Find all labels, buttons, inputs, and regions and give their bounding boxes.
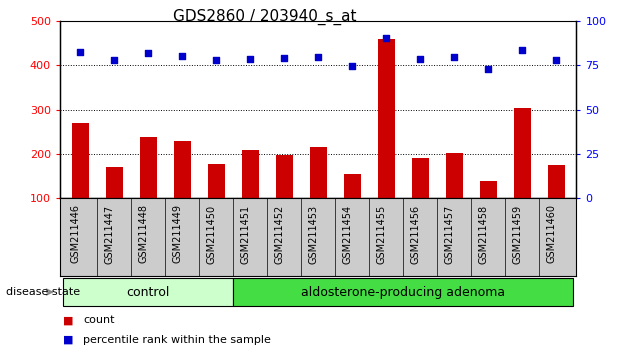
Text: GSM211447: GSM211447 bbox=[104, 205, 114, 264]
Bar bbox=[411, 159, 428, 198]
Bar bbox=[140, 137, 157, 198]
Text: aldosterone-producing adenoma: aldosterone-producing adenoma bbox=[301, 286, 505, 298]
Text: GSM211446: GSM211446 bbox=[70, 205, 80, 263]
Text: GSM211451: GSM211451 bbox=[240, 205, 250, 264]
Text: percentile rank within the sample: percentile rank within the sample bbox=[83, 335, 271, 345]
Text: GSM211457: GSM211457 bbox=[444, 205, 454, 264]
Point bbox=[551, 57, 561, 63]
Text: GSM211452: GSM211452 bbox=[274, 205, 284, 264]
FancyBboxPatch shape bbox=[63, 278, 233, 306]
Text: GSM211453: GSM211453 bbox=[308, 205, 318, 264]
Text: GSM211449: GSM211449 bbox=[172, 205, 182, 263]
Point bbox=[381, 35, 391, 41]
FancyBboxPatch shape bbox=[233, 278, 573, 306]
Text: ■: ■ bbox=[63, 315, 74, 325]
Text: ■: ■ bbox=[63, 335, 74, 345]
Bar bbox=[310, 147, 326, 198]
Bar bbox=[106, 167, 123, 198]
Point bbox=[517, 47, 527, 53]
Text: control: control bbox=[127, 286, 170, 298]
Bar bbox=[547, 165, 564, 198]
Text: GSM211458: GSM211458 bbox=[478, 205, 488, 264]
Point bbox=[143, 50, 153, 56]
Text: GSM211450: GSM211450 bbox=[206, 205, 216, 264]
Point bbox=[347, 64, 357, 69]
Text: GSM211454: GSM211454 bbox=[342, 205, 352, 264]
Text: count: count bbox=[83, 315, 115, 325]
Text: GSM211459: GSM211459 bbox=[512, 205, 522, 264]
Point bbox=[279, 55, 289, 60]
Point bbox=[449, 54, 459, 59]
Text: GSM211455: GSM211455 bbox=[376, 205, 386, 264]
Point bbox=[177, 53, 187, 58]
Point bbox=[313, 54, 323, 59]
Bar bbox=[276, 155, 293, 198]
Bar bbox=[377, 39, 394, 198]
Point bbox=[415, 56, 425, 62]
Text: GDS2860 / 203940_s_at: GDS2860 / 203940_s_at bbox=[173, 9, 357, 25]
Text: GSM211456: GSM211456 bbox=[410, 205, 420, 264]
Bar bbox=[343, 174, 360, 198]
Bar bbox=[174, 141, 191, 198]
Bar bbox=[208, 164, 225, 198]
Bar bbox=[479, 181, 496, 198]
Bar bbox=[242, 150, 259, 198]
Point bbox=[483, 66, 493, 72]
Text: GSM211460: GSM211460 bbox=[546, 205, 556, 263]
Bar bbox=[513, 108, 530, 198]
Text: disease state: disease state bbox=[6, 287, 81, 297]
Text: GSM211448: GSM211448 bbox=[138, 205, 148, 263]
Point bbox=[245, 56, 255, 62]
Bar bbox=[445, 153, 462, 198]
Point bbox=[109, 57, 119, 63]
Bar bbox=[72, 123, 89, 198]
Point bbox=[211, 57, 221, 63]
Point bbox=[75, 50, 85, 55]
